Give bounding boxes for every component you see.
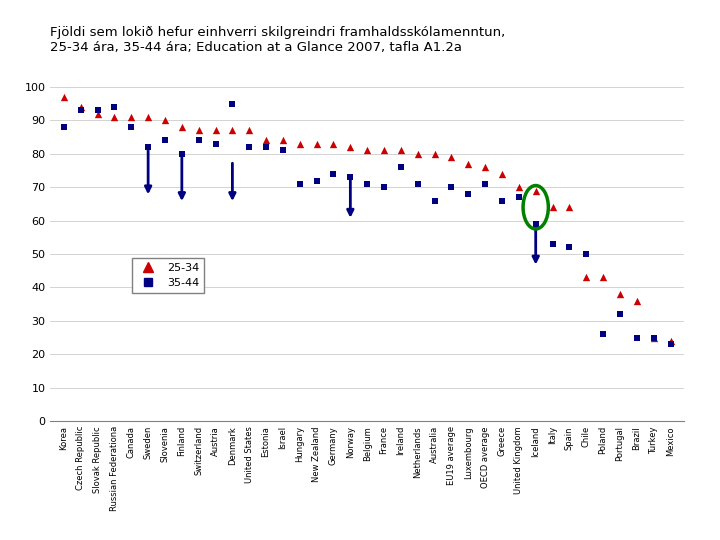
Point — [614, 290, 626, 299]
Point — [159, 116, 171, 125]
Text: Fjöldi sem lokið hefur einhverri skilgreindri framhaldsskólamenntun,
25-34 ára, : Fjöldi sem lokið hefur einhverri skilgre… — [50, 26, 505, 54]
Point — [378, 183, 390, 192]
Point — [564, 243, 575, 252]
Point — [564, 203, 575, 212]
Point — [546, 240, 558, 248]
Point — [480, 179, 491, 188]
Point — [631, 296, 642, 305]
Point — [58, 123, 70, 131]
Point — [277, 146, 289, 155]
Point — [210, 139, 221, 148]
Point — [345, 173, 356, 181]
Point — [277, 136, 289, 145]
Point — [109, 103, 120, 111]
Point — [143, 113, 154, 122]
Point — [294, 139, 305, 148]
Point — [598, 330, 609, 339]
Point — [143, 143, 154, 151]
Point — [92, 109, 104, 118]
Point — [665, 336, 676, 345]
Point — [328, 170, 339, 178]
Point — [580, 249, 592, 258]
Point — [446, 153, 457, 161]
Point — [513, 183, 525, 192]
Point — [648, 333, 660, 342]
Point — [243, 126, 255, 134]
Point — [412, 150, 423, 158]
Point — [631, 333, 642, 342]
Point — [261, 143, 272, 151]
Point — [546, 203, 558, 212]
Point — [311, 139, 323, 148]
Point — [227, 99, 238, 108]
Point — [530, 220, 541, 228]
Point — [462, 190, 474, 198]
Point — [125, 113, 137, 122]
Point — [395, 146, 407, 155]
Point — [227, 126, 238, 134]
Point — [614, 310, 626, 319]
Point — [530, 186, 541, 195]
Point — [328, 139, 339, 148]
Point — [311, 176, 323, 185]
Point — [176, 150, 188, 158]
Point — [345, 143, 356, 151]
Point — [58, 93, 70, 102]
Text: Drop-in júní 2008, JTJ: Drop-in júní 2008, JTJ — [302, 520, 418, 530]
Point — [361, 179, 373, 188]
Point — [92, 106, 104, 114]
Point — [159, 136, 171, 145]
Point — [75, 106, 86, 114]
Point — [75, 103, 86, 111]
Point — [412, 179, 423, 188]
Point — [243, 143, 255, 151]
Point — [429, 150, 441, 158]
Point — [648, 333, 660, 342]
Point — [193, 136, 204, 145]
Point — [580, 273, 592, 282]
Point — [665, 340, 676, 349]
Point — [395, 163, 407, 172]
Point — [429, 196, 441, 205]
Point — [109, 113, 120, 122]
Point — [361, 146, 373, 155]
Point — [446, 183, 457, 192]
Point — [125, 123, 137, 131]
Point — [496, 196, 508, 205]
Point — [176, 123, 188, 131]
Point — [261, 136, 272, 145]
Point — [294, 179, 305, 188]
Point — [378, 146, 390, 155]
Point — [462, 159, 474, 168]
Point — [496, 170, 508, 178]
Point — [513, 193, 525, 201]
Legend: 25-34, 35-44: 25-34, 35-44 — [132, 258, 204, 293]
Point — [598, 273, 609, 282]
Point — [193, 126, 204, 134]
Point — [210, 126, 221, 134]
Point — [480, 163, 491, 172]
